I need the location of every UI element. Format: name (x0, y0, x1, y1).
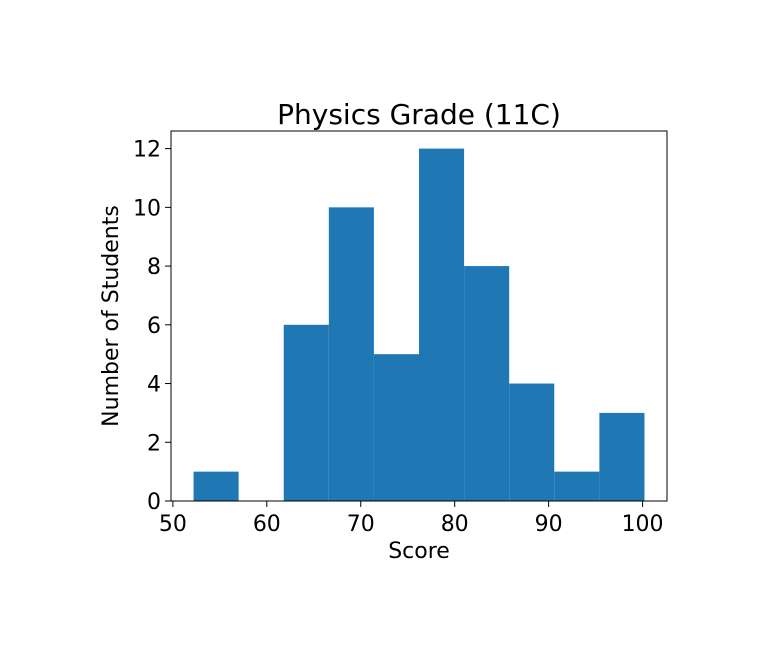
histogram-bar (419, 148, 465, 501)
y-tick-label: 6 (147, 314, 161, 339)
histogram-bar (464, 266, 510, 501)
bars-group (193, 148, 645, 501)
histogram-bar (554, 471, 600, 501)
x-tick-label: 100 (622, 512, 664, 537)
y-tick-label: 4 (147, 373, 161, 398)
x-tick-label: 90 (535, 512, 563, 537)
chart-title: Physics Grade (11C) (277, 98, 561, 131)
x-tick-label: 60 (253, 512, 281, 537)
y-tick-label: 2 (147, 431, 161, 456)
x-tick-label: 70 (347, 512, 375, 537)
y-axis-label: Number of Students (99, 205, 124, 427)
x-axis-ticks: 50 60 70 80 90 100 (159, 501, 664, 537)
y-tick-label: 12 (133, 138, 161, 163)
histogram-bar (509, 383, 555, 501)
histogram-bar (283, 324, 329, 501)
y-axis-ticks: 0 2 4 6 8 10 12 (133, 138, 171, 515)
histogram-bar (193, 471, 239, 501)
x-axis-label: Score (388, 539, 450, 564)
plot-frame (170, 130, 668, 502)
y-tick-label: 8 (147, 255, 161, 280)
y-tick-label: 10 (133, 196, 161, 221)
x-tick-label: 50 (159, 512, 187, 537)
histogram-bar (599, 412, 645, 501)
x-tick-label: 80 (441, 512, 469, 537)
y-tick-label: 0 (147, 490, 161, 515)
histogram-bar (373, 354, 419, 501)
histogram-bar (328, 207, 374, 501)
